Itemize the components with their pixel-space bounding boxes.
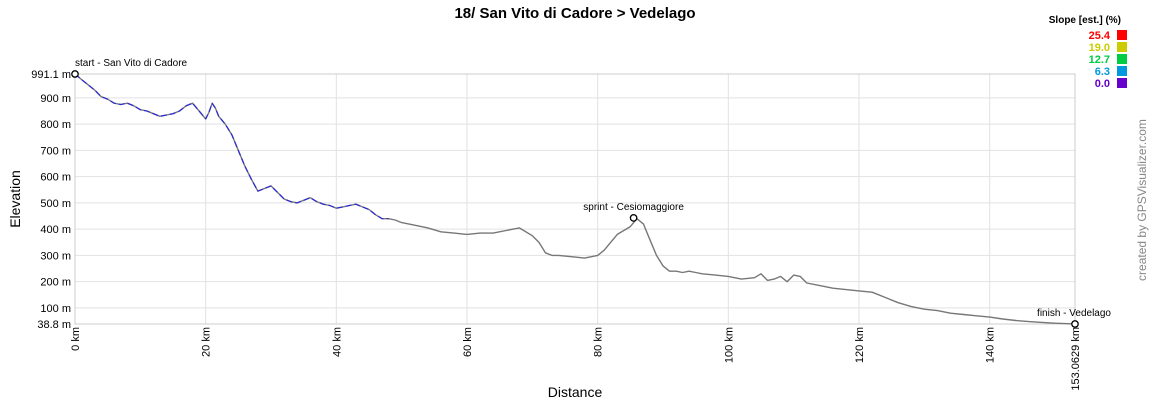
legend-value: 6.3 bbox=[1095, 66, 1110, 78]
legend-title: Slope [est.] (%) bbox=[1049, 15, 1121, 26]
legend-value: 12.7 bbox=[1089, 54, 1110, 66]
elevation-series bbox=[74, 73, 1076, 325]
legend-value: 19.0 bbox=[1089, 42, 1110, 54]
legend-swatch bbox=[1117, 66, 1127, 76]
y-axis-ticks: 38.8 m 100 m 200 m 300 m 400 m 500 m 600 m 700 … bbox=[31, 69, 71, 331]
y-tick-label: 38.8 m bbox=[37, 319, 71, 331]
x-tick-label: 153.0629 km bbox=[1070, 327, 1082, 391]
slope-legend: Slope [est.] (%) 25.419.012.76.30.0 bbox=[1049, 15, 1127, 90]
chart-title: 18/ San Vito di Cadore > Vedelago bbox=[454, 5, 695, 22]
waypoint-marker bbox=[1071, 320, 1079, 328]
y-tick-label: 500 m bbox=[40, 198, 71, 210]
y-tick-label: 800 m bbox=[40, 119, 71, 131]
x-tick-label: 120 km bbox=[854, 327, 866, 363]
x-axis-ticks: 0 km 20 km 40 km 60 km 80 km 100 km 120 km 140 … bbox=[70, 327, 1082, 391]
x-tick-label: 20 km bbox=[201, 327, 213, 357]
waypoint-marker bbox=[71, 70, 79, 78]
elevation-line bbox=[74, 73, 1076, 325]
y-tick-label: 991.1 m bbox=[31, 69, 71, 81]
legend-swatch bbox=[1117, 78, 1127, 88]
elevation-line-steep-segment bbox=[74, 73, 389, 220]
waypoint-label: start - San Vito di Cadore bbox=[75, 58, 188, 69]
plot-frame bbox=[74, 73, 1076, 325]
y-tick-label: 400 m bbox=[40, 224, 71, 236]
x-tick-label: 0 km bbox=[70, 327, 82, 351]
y-tick-label: 200 m bbox=[40, 277, 71, 289]
y-tick-label: 300 m bbox=[40, 250, 71, 262]
x-axis-label: Distance bbox=[548, 384, 603, 400]
legend-swatch bbox=[1117, 30, 1127, 40]
x-tick-label: 60 km bbox=[462, 327, 474, 357]
waypoint-label: sprint - Cesiomaggiore bbox=[583, 202, 684, 213]
x-tick-label: 100 km bbox=[723, 327, 735, 363]
legend-swatch bbox=[1117, 54, 1127, 64]
credit-text: created by GPSVisualizer.com bbox=[1135, 119, 1149, 281]
y-axis-label: Elevation bbox=[7, 170, 23, 228]
waypoint-label: finish - Vedelago bbox=[1037, 308, 1111, 319]
y-tick-label: 700 m bbox=[40, 145, 71, 157]
y-tick-label: 900 m bbox=[40, 93, 71, 105]
y-tick-label: 600 m bbox=[40, 172, 71, 184]
legend-swatch bbox=[1117, 42, 1127, 52]
legend-value: 25.4 bbox=[1089, 30, 1111, 42]
waypoint-marker bbox=[629, 214, 638, 222]
x-tick-label: 140 km bbox=[985, 327, 997, 363]
legend-value: 0.0 bbox=[1095, 78, 1110, 90]
x-tick-label: 40 km bbox=[331, 327, 343, 357]
x-tick-label: 80 km bbox=[593, 327, 605, 357]
y-tick-label: 100 m bbox=[40, 303, 71, 315]
grid-lines bbox=[74, 73, 1076, 325]
waypoints: start - San Vito di Cadore sprint - Cesio… bbox=[71, 58, 1111, 328]
